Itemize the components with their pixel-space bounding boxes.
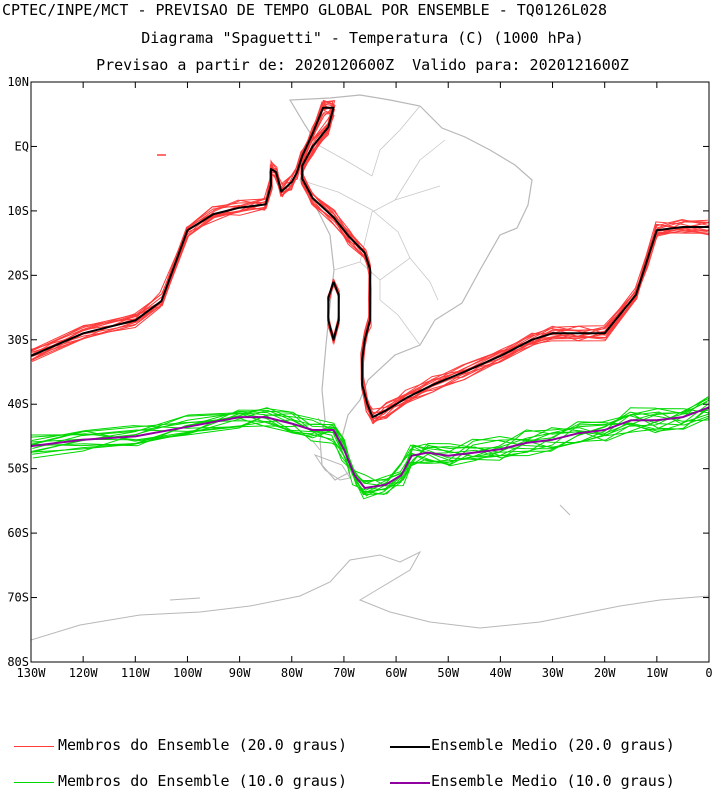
ensemble-member-20-line [31,103,709,424]
ensemble-member-10-line [31,411,709,493]
x-tick-label: 60W [385,666,407,680]
y-tick-label: 30S [7,333,29,347]
legend-mean-10-swatch [390,782,430,784]
ensemble-member-10-line [31,404,708,494]
ensemble-member-20-line [31,106,708,414]
x-tick-label: 10W [646,666,668,680]
header-title-line-3: Previsao a partir de: 2020120600Z Valido… [96,56,629,74]
ensemble-members-20-group [31,99,709,425]
axes-group: 130W 120W 110W 100W 90W 80W 70W 60W 50W 40W 30W 20W… [7,75,712,680]
legend-mean-10-label: Ensemble Medio (10.0 graus) [431,772,675,790]
y-tick-label: 10N [7,75,29,89]
x-tick-label: 30W [542,666,564,680]
y-tick-label: 40S [7,397,29,411]
ensemble-member-10-line [31,396,709,491]
x-tick-label: 70W [333,666,355,680]
country-borders [299,105,446,346]
legend-mean-20-label: Ensemble Medio (20.0 graus) [431,736,675,754]
x-tick-label: 80W [281,666,303,680]
header-title-line-2: Diagrama "Spaguetti" - Temperatura (C) (… [141,29,584,47]
antarctica-coastline [31,504,709,641]
ensemble-member-20-line [31,104,709,416]
x-tick-label: 120W [69,666,99,680]
x-tick-label: 100W [173,666,203,680]
legend-members-20-swatch [14,746,54,747]
legend-members-10-swatch [14,782,54,783]
y-tick-label: 70S [7,591,29,605]
y-tick-label: 10S [7,204,29,218]
x-tick-label: 20W [594,666,616,680]
ensemble-mean-20-line [31,106,709,419]
ensemble-member-20-line [31,100,709,420]
ensemble-mean-group [31,106,709,489]
header-title-line-1: CPTEC/INPE/MCT - PREVISAO DE TEMPO GLOBA… [2,1,608,19]
y-tick-label: 50S [7,462,29,476]
y-tick-label: 20S [7,268,29,282]
ensemble-member-20-line [31,99,709,422]
ensemble-mean-20-island-line [327,281,340,341]
x-tick-label: 130W [17,666,47,680]
coastline-map-layer [31,94,709,641]
ensemble-member-20-line [31,108,709,421]
x-tick-label: 40W [490,666,512,680]
y-tick-label: EQ [15,139,29,153]
y-tick-label: 60S [7,526,29,540]
y-tick-label: 80S [7,655,29,669]
legend-members-20-label: Membros do Ensemble (20.0 graus) [58,736,347,754]
south-america-coastline [288,94,533,481]
ensemble-member-20-line [31,100,709,419]
legend-members-10-label: Membros do Ensemble (10.0 graus) [58,772,347,790]
x-tick-label: 50W [437,666,459,680]
plot-frame [30,81,710,663]
ensemble-member-10-line [32,399,709,484]
legend-mean-20-swatch [390,746,430,748]
ensemble-member-20-line [31,106,708,410]
ensemble-mean-10-line [31,406,709,489]
ensemble-member-20-line [31,102,709,421]
x-tick-label: 0 [705,666,712,680]
x-tick-label: 110W [121,666,151,680]
x-tick-label: 90W [229,666,251,680]
ensemble-member-20-line [31,111,709,415]
